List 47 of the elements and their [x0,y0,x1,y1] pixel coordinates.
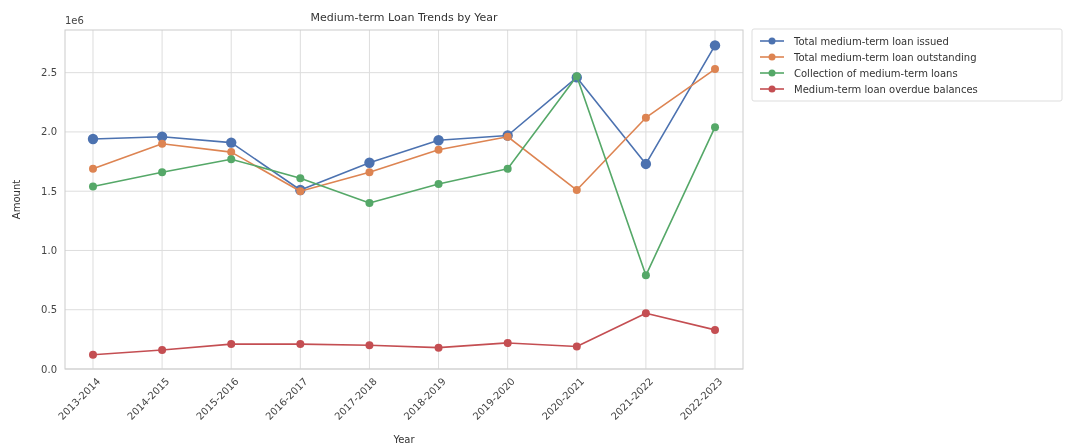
y-tick-label: 2.5 [41,67,57,79]
point [296,174,305,183]
point [365,341,374,350]
y-tick-label: 1.0 [41,244,57,256]
point [227,155,236,164]
y-tick-label: 0.5 [41,304,57,316]
y-tick-label: 2.0 [41,126,57,138]
point [158,346,167,355]
point [711,325,720,334]
point [503,338,512,347]
point [365,168,374,177]
point [709,40,721,51]
legend-label: Medium-term loan overdue balances [794,83,978,95]
y-axis-title: Amount [11,179,22,220]
text: 1e6 [65,15,84,26]
point [87,133,99,145]
legend-label: Collection of medium-term loans [794,67,958,79]
point [434,180,443,189]
point [226,137,237,148]
point [641,113,650,122]
point [296,340,305,349]
point [641,271,650,280]
point [640,158,652,170]
x-axis-title: Year [392,434,416,445]
point [158,139,167,148]
point [88,350,97,359]
point [433,135,444,146]
point [88,182,97,191]
point [711,123,720,132]
point [572,342,581,351]
point [364,157,375,168]
point [641,309,650,318]
point [434,145,443,154]
chart-title: Medium-term Loan Trends by Year [310,11,499,24]
point [158,168,167,177]
point [434,343,443,352]
point [572,186,581,195]
legend-label: Total medium-term loan outstanding [793,51,977,63]
point [227,340,236,349]
point [365,199,374,208]
y-tick-label: 1.5 [41,185,57,197]
point [503,164,512,173]
y-tick-label: 0.0 [41,363,57,375]
point [711,65,720,74]
point [227,148,236,157]
legend-label: Total medium-term loan issued [793,35,949,47]
point [88,164,97,173]
